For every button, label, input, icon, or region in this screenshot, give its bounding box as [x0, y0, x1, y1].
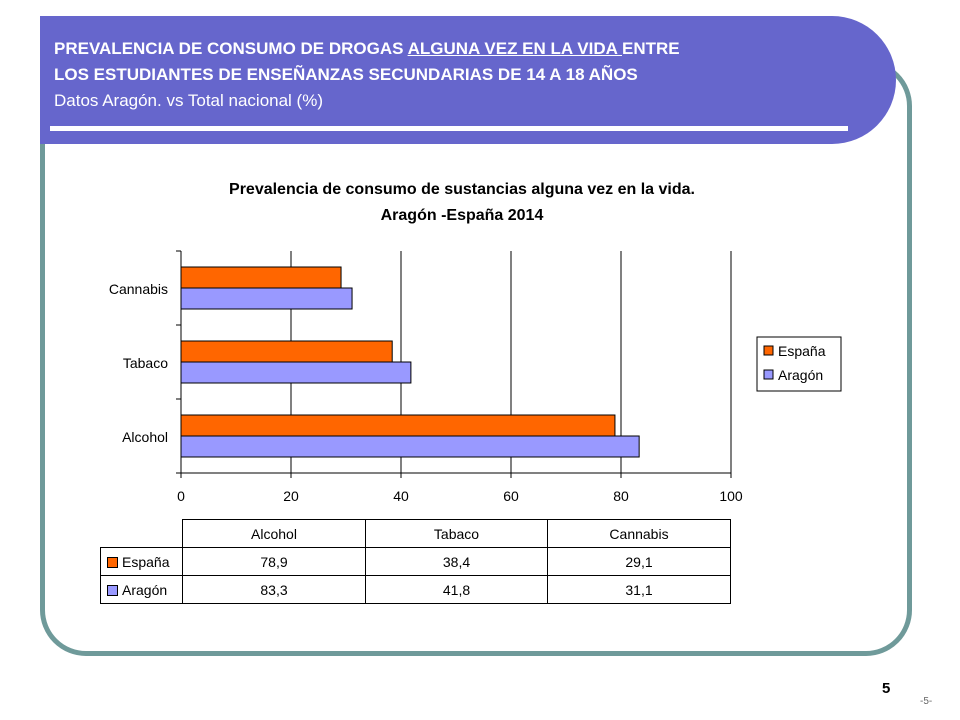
header-subtitle: Datos Aragón. vs Total nacional (%): [54, 91, 323, 110]
aragon-swatch: [107, 585, 118, 597]
table-cell: 38,4: [365, 547, 548, 576]
header-band: [40, 16, 896, 144]
header-title-line-2: LOS ESTUDIANTES DE ENSEÑANZAS SECUNDARIA…: [54, 65, 638, 84]
chart-subtitle: Aragón -España 2014: [381, 207, 544, 224]
espana-bar: [180, 266, 342, 289]
header-title-part-end: ENTRE: [621, 39, 680, 58]
table-row-label: España: [100, 547, 183, 576]
espana-bar: [180, 340, 393, 363]
x-tick-label: 60: [503, 488, 519, 504]
header-title-line-1: PREVALENCIA DE CONSUMO DE DROGAS ALGUNA …: [54, 38, 680, 60]
table-header-row: Alcohol Tabaco Cannabis: [101, 519, 731, 548]
y-category-label: Cannabis: [109, 281, 168, 297]
chart-title: Prevalencia de consumo de sustancias alg…: [229, 181, 695, 198]
header-title-underlined: ALGUNA VEZ EN LA VIDA: [407, 39, 622, 58]
legend-label: Aragón: [778, 367, 823, 383]
espana-swatch: [107, 557, 118, 569]
table-cell: 31,1: [547, 575, 731, 604]
page-number: 5: [882, 680, 891, 697]
table-header-cell: Alcohol: [182, 519, 366, 548]
x-tick-label: 80: [613, 488, 629, 504]
x-tick-label: 20: [283, 488, 299, 504]
header-rule: [50, 126, 848, 131]
aragon-bar: [180, 435, 640, 458]
table-row: España 78,9 38,4 29,1: [100, 547, 731, 576]
row-label-text: Aragón: [122, 581, 168, 598]
footer-number: -5-: [920, 696, 933, 707]
header-title-part: PREVALENCIA DE CONSUMO DE DROGAS: [54, 39, 408, 58]
table-row: Aragón 83,3 41,8 31,1: [100, 575, 731, 604]
table-corner: [101, 520, 183, 548]
row-label-text: España: [122, 553, 170, 570]
x-tick-label: 40: [393, 488, 409, 504]
legend-label: España: [778, 343, 826, 359]
table-cell: 29,1: [547, 547, 731, 576]
aragon-bar: [180, 287, 353, 310]
x-tick-label: 100: [719, 488, 743, 504]
y-category-label: Tabaco: [123, 355, 168, 371]
y-category-label: Alcohol: [122, 429, 168, 445]
x-tick-label: 0: [177, 488, 185, 504]
table-row-label: Aragón: [100, 575, 183, 604]
table-header-cell: Cannabis: [547, 519, 731, 548]
data-table: Alcohol Tabaco Cannabis España 78,9 38,4…: [100, 519, 731, 604]
table-cell: 83,3: [182, 575, 366, 604]
table-header-cell: Tabaco: [365, 519, 548, 548]
legend-swatch: [763, 345, 774, 356]
espana-bar: [180, 414, 616, 437]
legend-swatch: [763, 369, 774, 380]
aragon-bar: [180, 361, 412, 384]
table-cell: 78,9: [182, 547, 366, 576]
table-cell: 41,8: [365, 575, 548, 604]
